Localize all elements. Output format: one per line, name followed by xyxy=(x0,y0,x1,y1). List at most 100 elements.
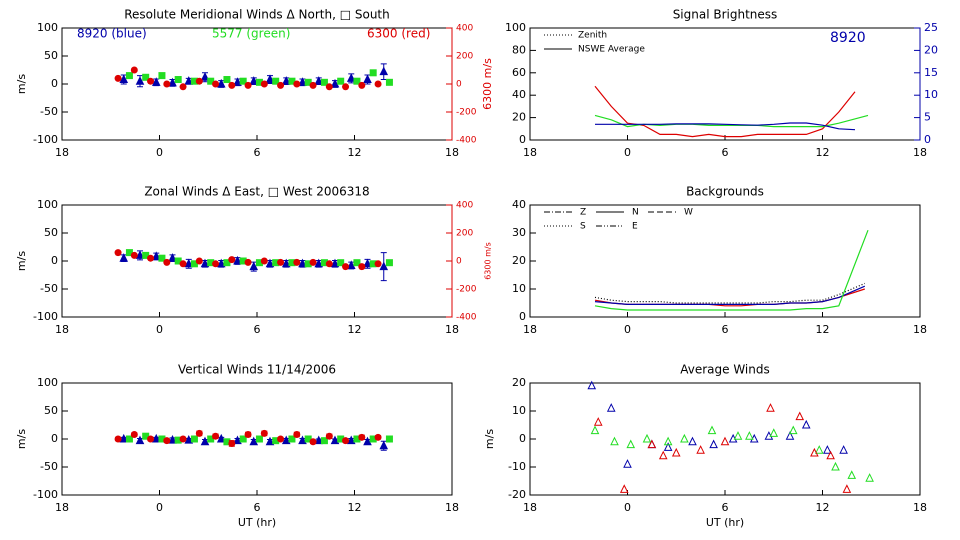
x-tick-label: 12 xyxy=(816,323,830,336)
marker xyxy=(272,437,280,445)
marker xyxy=(298,258,307,268)
marker xyxy=(255,435,263,443)
marker xyxy=(337,435,345,443)
marker xyxy=(195,77,203,85)
marker xyxy=(374,80,382,88)
marker xyxy=(151,433,161,443)
marker xyxy=(212,260,220,268)
marker xyxy=(168,77,177,87)
x-tick-label: 0 xyxy=(624,146,631,159)
y2-tick-label: 20 xyxy=(924,43,938,56)
panel-title: Signal Brightness xyxy=(673,8,778,22)
marker xyxy=(184,435,194,444)
marker xyxy=(733,431,743,440)
y2-tick-label: 400 xyxy=(456,24,473,34)
legend-label: Zenith xyxy=(578,31,607,41)
legend-label: NSWE Average xyxy=(578,45,645,55)
x-tick-label: 18 xyxy=(445,501,459,514)
y-tick-label: 0 xyxy=(519,133,526,146)
x-axis-label: UT (hr) xyxy=(238,516,276,529)
marker xyxy=(309,258,317,266)
marker xyxy=(249,261,259,271)
marker xyxy=(785,431,795,440)
marker xyxy=(320,437,328,445)
marker xyxy=(216,258,226,268)
y-tick-label: 100 xyxy=(37,376,58,389)
marker xyxy=(593,417,603,426)
marker xyxy=(114,435,122,443)
y-tick-label: 50 xyxy=(44,226,58,239)
marker xyxy=(363,74,372,84)
marker xyxy=(358,81,366,89)
series-line xyxy=(594,85,856,138)
y2-tick-label: 0 xyxy=(456,257,462,267)
y-axis-label: m/s xyxy=(483,429,496,449)
marker xyxy=(174,257,182,265)
marker xyxy=(626,439,636,449)
marker xyxy=(314,76,324,85)
x-tick-label: 18 xyxy=(913,146,927,159)
marker xyxy=(353,259,361,267)
marker xyxy=(174,76,182,84)
marker xyxy=(200,72,210,81)
annotation: 8920 (blue) xyxy=(77,27,147,41)
y-tick-label: -100 xyxy=(33,310,58,323)
marker xyxy=(179,260,187,268)
marker xyxy=(823,445,832,454)
marker xyxy=(385,259,393,267)
marker xyxy=(168,435,177,444)
y2-tick-label: 0 xyxy=(456,80,462,90)
x-tick-label: 18 xyxy=(55,323,69,336)
y2-axis-label: 6300 m/s xyxy=(481,58,494,110)
marker xyxy=(304,78,312,86)
marker xyxy=(249,436,259,446)
plot-frame xyxy=(529,382,921,496)
marker xyxy=(158,435,166,443)
marker xyxy=(184,76,194,85)
marker xyxy=(680,433,689,443)
y2-tick-label: 0 xyxy=(924,133,931,146)
marker xyxy=(379,261,389,271)
marker xyxy=(309,81,317,89)
marker xyxy=(147,435,155,443)
y-tick-label: 10 xyxy=(512,404,526,417)
legend-label: Z xyxy=(580,208,586,218)
marker xyxy=(249,76,259,85)
marker xyxy=(314,435,324,445)
marker xyxy=(688,436,697,446)
marker xyxy=(330,258,340,268)
marker xyxy=(207,77,215,85)
marker xyxy=(281,258,291,268)
x-axis-label: UT (hr) xyxy=(706,516,744,529)
x-tick-label: 18 xyxy=(523,501,537,514)
y-tick-label: -50 xyxy=(40,105,58,118)
marker xyxy=(212,432,220,440)
y-axis-label: m/s xyxy=(15,429,28,449)
y-tick-label: -100 xyxy=(33,133,58,146)
marker xyxy=(147,254,155,262)
marker xyxy=(260,257,268,265)
marker xyxy=(342,83,350,91)
x-tick-label: 6 xyxy=(254,501,261,514)
marker xyxy=(363,258,372,268)
marker xyxy=(130,66,138,74)
marker xyxy=(179,435,187,443)
x-tick-label: 0 xyxy=(156,323,163,336)
panel-title: Resolute Meridional Winds Δ North, □ Sou… xyxy=(124,8,390,22)
marker xyxy=(795,411,805,421)
marker xyxy=(158,72,166,80)
y2-tick-label: 400 xyxy=(456,201,473,211)
series-line xyxy=(594,229,869,311)
y-tick-label: 0 xyxy=(519,432,526,445)
marker xyxy=(272,259,280,267)
marker xyxy=(766,403,775,412)
y-tick-label: -50 xyxy=(40,282,58,295)
marker xyxy=(233,435,242,445)
marker xyxy=(696,445,705,454)
marker xyxy=(346,73,356,82)
marker xyxy=(314,258,324,268)
marker xyxy=(119,253,129,262)
marker xyxy=(663,442,673,451)
panel-title: Backgrounds xyxy=(686,185,764,199)
x-tick-label: 18 xyxy=(523,146,537,159)
